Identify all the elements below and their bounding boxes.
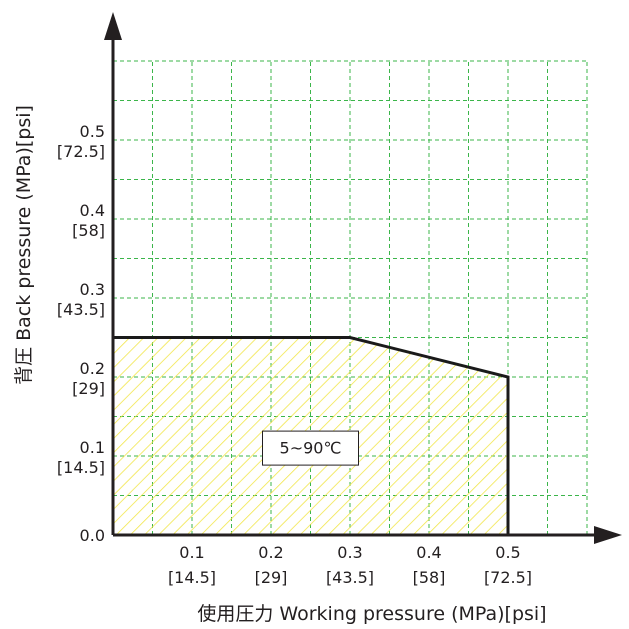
y-tick-psi-label: [29]: [72, 379, 105, 398]
x-tick-psi-label: [43.5]: [326, 568, 374, 587]
x-axis-title: 使用圧力 Working pressure (MPa)[psi]: [197, 603, 546, 625]
x-tick-label: 0.3: [337, 543, 362, 562]
tick-labels: 0.1[14.5]0.2[29]0.3[43.5]0.4[58]0.5[72.5…: [57, 122, 532, 587]
x-tick-label: 0.4: [416, 543, 441, 562]
y-tick-psi-label: [14.5]: [57, 458, 105, 477]
y-tick-label: 0.4: [80, 201, 105, 220]
x-tick-psi-label: [14.5]: [168, 568, 216, 587]
region-label-box: [262, 430, 359, 466]
region-annotation: 5~90℃: [262, 430, 359, 466]
y-tick-psi-label: [58]: [72, 221, 105, 240]
y-tick-label: 0.1: [80, 438, 105, 457]
axes: [104, 12, 622, 544]
y-tick-psi-label: [72.5]: [57, 142, 105, 161]
x-tick-psi-label: [29]: [255, 568, 288, 587]
y-tick-label: 0.5: [80, 122, 105, 141]
x-axis-arrow: [594, 526, 622, 544]
x-tick-label: 0.5: [495, 543, 520, 562]
y-tick-psi-label: [43.5]: [57, 300, 105, 319]
x-tick-label: 0.2: [258, 543, 283, 562]
x-tick-psi-label: [58]: [413, 568, 446, 587]
region-boundary: [113, 336, 510, 535]
x-tick-psi-label: [72.5]: [484, 568, 532, 587]
region-label: 5~90℃: [280, 439, 342, 458]
x-tick-label: 0.1: [179, 543, 204, 562]
y-tick-label: 0.3: [80, 280, 105, 299]
y-tick-label: 0.0: [80, 526, 105, 545]
y-axis-arrow: [104, 12, 122, 40]
y-axis-title: 背圧 Back pressure (MPa)[psi]: [13, 105, 35, 385]
y-tick-label: 0.2: [80, 359, 105, 378]
